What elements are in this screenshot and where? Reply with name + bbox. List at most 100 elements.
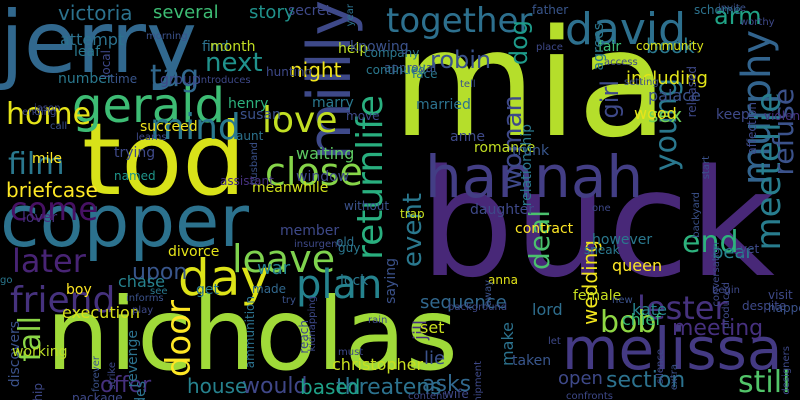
word-time: time [110, 72, 138, 86]
word-knowing: knowing [350, 39, 409, 55]
word-month: month [210, 39, 256, 55]
word-including: including [626, 68, 708, 89]
word-lord: lord [532, 300, 563, 319]
word-kate: kate [632, 300, 667, 319]
word-despite: despite [742, 299, 787, 313]
word-anna: anna [488, 273, 518, 287]
word-community: community [636, 39, 704, 53]
word-year: year [345, 4, 356, 27]
word-copper: copper [0, 179, 249, 263]
word-learns: learns [136, 132, 167, 143]
word-waiting: waiting [296, 144, 355, 163]
word-come: come [10, 190, 99, 228]
word-released: released [685, 66, 699, 118]
word-threatens: threatens [336, 375, 442, 400]
word-decides: decides [133, 381, 149, 400]
word-chief: chief [622, 310, 661, 329]
word-lester: lester [637, 289, 728, 327]
word-group: group [160, 72, 201, 88]
word-set: set [420, 318, 445, 337]
word-one: one [592, 203, 611, 214]
word-jerry: jerry [0, 0, 197, 93]
word-wood: wood [634, 104, 677, 123]
word-extra: extra [669, 364, 680, 391]
word-hunting: hunting [266, 65, 313, 79]
word-background: background [448, 302, 508, 313]
word-invite: invite [718, 3, 746, 14]
word-wife: wife [444, 387, 469, 400]
word-lock: lock [340, 273, 369, 289]
word-number: number [58, 71, 113, 87]
word-lover: lover [22, 210, 58, 226]
word-close: close [265, 150, 363, 194]
word-member: member [280, 223, 340, 239]
word-yet: yet [740, 242, 760, 256]
word-made: made [252, 282, 287, 296]
word-saying: saying [383, 258, 399, 304]
word-plan: plan [296, 262, 383, 308]
word-upon: upon [132, 260, 188, 285]
word-tell: tell [460, 79, 476, 90]
word-tod: tod [82, 101, 246, 218]
word-several: several [153, 2, 219, 23]
word-divorce: divorce [168, 244, 220, 260]
word-working: working [12, 344, 68, 360]
word-produced: produced [721, 282, 732, 330]
word-day: day [178, 249, 270, 307]
word-strike: strike [107, 362, 118, 390]
word-mind: mind [150, 107, 241, 148]
word-continued: continued [366, 63, 426, 77]
word-friend: friend [10, 280, 116, 321]
word-scheme: scheme [694, 3, 741, 17]
word-deal: deal [523, 210, 556, 270]
word-sex: sex [648, 103, 683, 127]
word-begin: begin [712, 285, 740, 296]
word-still: still [738, 365, 791, 400]
word-christopher: christopher [332, 355, 424, 374]
word-refuse: refuse [767, 88, 800, 176]
word-boy: boy [66, 282, 92, 298]
word-away: away [483, 280, 494, 307]
word-offer: offer [100, 373, 152, 398]
word-get: get [196, 282, 219, 298]
word-insurgent: insurgent [294, 239, 342, 250]
word-asks: asks [422, 372, 472, 397]
word-book: book [646, 34, 695, 58]
word-sequence: sequence [420, 292, 507, 313]
word-female: female [573, 288, 622, 304]
word-reach: reach [297, 320, 311, 354]
word-fair: fair [598, 39, 622, 55]
word-start: start [701, 156, 712, 180]
word-attempt: attempt [60, 30, 125, 49]
word-based: based [300, 375, 361, 399]
word-queen: queen [612, 256, 663, 275]
word-named: named [114, 169, 156, 183]
word-new: new [612, 295, 633, 306]
word-assistant: assistant [220, 174, 274, 188]
word-taken: taken [512, 353, 552, 369]
word-secret: secret [288, 3, 332, 19]
word-lie: lie [424, 348, 446, 369]
word-silence: silence [655, 349, 666, 384]
word-aunt: aunt [236, 129, 264, 143]
word-together: together [386, 1, 533, 41]
word-trying: trying [114, 145, 156, 161]
word-shipment: shipment [473, 361, 484, 400]
word-help: help [338, 41, 369, 57]
word-daughter: daughter [470, 202, 534, 218]
word-find: find [202, 39, 229, 55]
word-melissa: melissa [562, 315, 783, 383]
word-jason: jason [34, 103, 61, 114]
word-succeed: succeed [140, 119, 198, 135]
word-ammunition: ammunition [243, 296, 257, 369]
word-sneak: sneak [584, 243, 620, 257]
word-friendship: friendship [31, 383, 45, 400]
word-war: war [257, 258, 291, 279]
word-see: see [150, 286, 168, 297]
word-romance: romance [474, 140, 536, 156]
word-meanwhile: meanwhile [252, 180, 329, 196]
word-victoria: victoria [58, 1, 133, 25]
word-approval: approval [384, 61, 437, 75]
word-meeting: meeting [672, 316, 764, 341]
